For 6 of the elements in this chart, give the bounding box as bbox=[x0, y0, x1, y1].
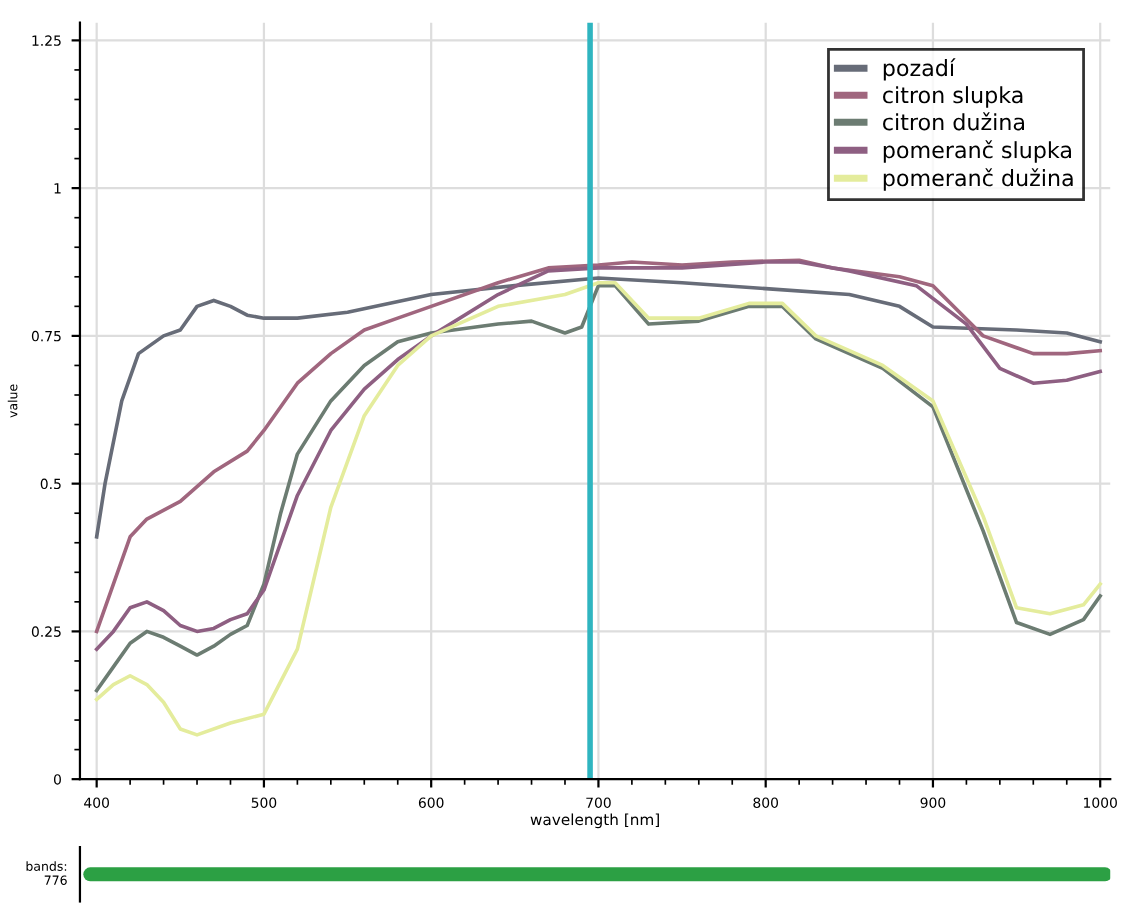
legend-label: citron slupka bbox=[883, 86, 1023, 108]
line-series bbox=[94, 276, 1103, 539]
legend-label: pomeranč dužina bbox=[883, 168, 1073, 191]
legend-label: citron dužina bbox=[883, 112, 1025, 131]
legend-label: pozadí bbox=[883, 58, 956, 81]
legend-label: pomeranč slupka bbox=[883, 140, 1071, 163]
